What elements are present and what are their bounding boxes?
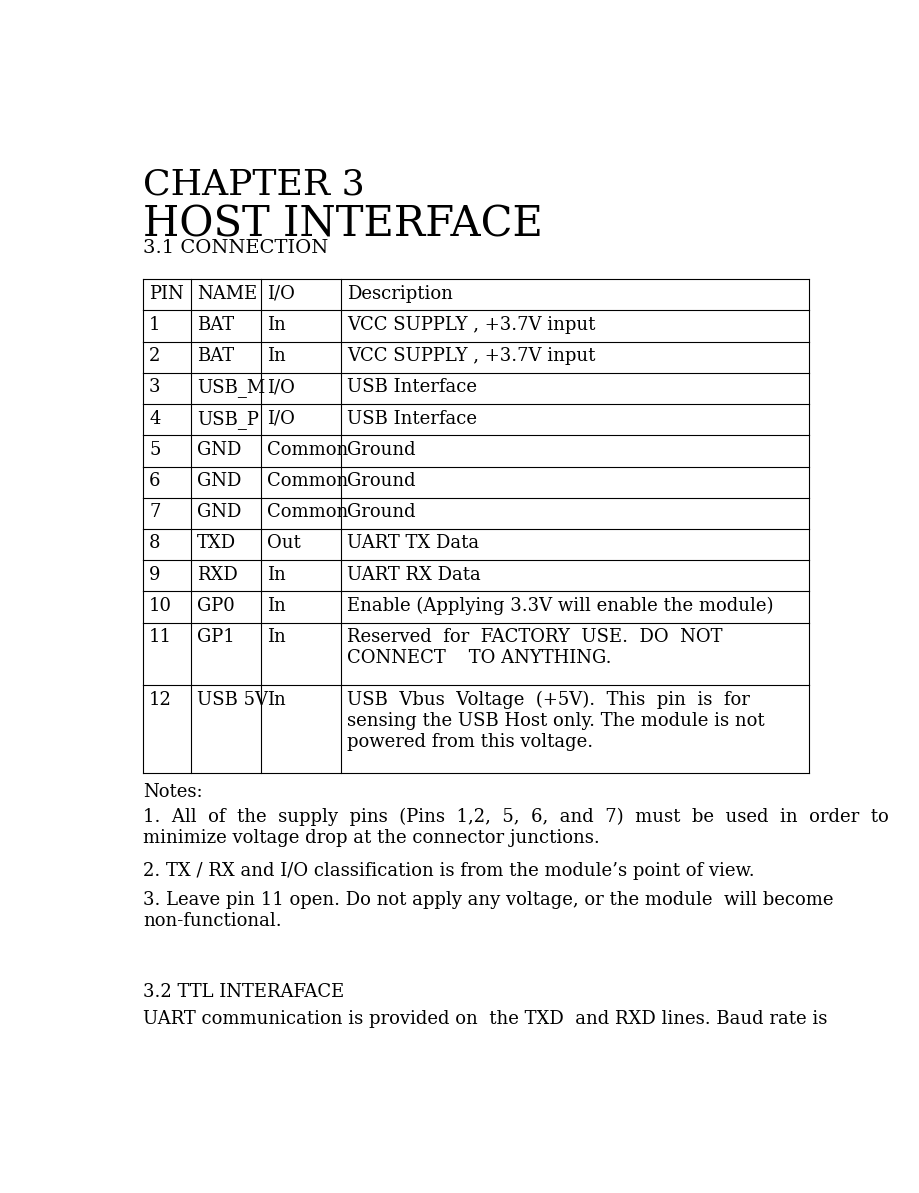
Text: In: In xyxy=(267,347,286,365)
Text: I/O: I/O xyxy=(267,285,295,303)
Text: Common: Common xyxy=(267,503,348,521)
Text: In: In xyxy=(267,565,286,583)
Text: In: In xyxy=(267,629,286,647)
Text: UART TX Data: UART TX Data xyxy=(346,534,479,552)
Text: BAT: BAT xyxy=(197,347,234,365)
Text: USB_P: USB_P xyxy=(197,409,259,428)
Text: 3.1 CONNECTION: 3.1 CONNECTION xyxy=(143,239,329,256)
Text: VCC SUPPLY , +3.7V input: VCC SUPPLY , +3.7V input xyxy=(346,316,596,334)
Text: USB  Vbus  Voltage  (+5V).  This  pin  is  for
sensing the USB Host only. The mo: USB Vbus Voltage (+5V). This pin is for … xyxy=(346,691,765,750)
Text: GP1: GP1 xyxy=(197,629,234,647)
Text: Description: Description xyxy=(346,285,453,303)
Text: USB Interface: USB Interface xyxy=(346,378,477,396)
Text: In: In xyxy=(267,691,286,709)
Text: 1.  All  of  the  supply  pins  (Pins  1,2,  5,  6,  and  7)  must  be  used  in: 1. All of the supply pins (Pins 1,2, 5, … xyxy=(143,808,889,847)
Text: HOST INTERFACE: HOST INTERFACE xyxy=(143,204,543,246)
Text: Common: Common xyxy=(267,472,348,490)
Text: GP0: GP0 xyxy=(197,596,234,614)
Text: USB Interface: USB Interface xyxy=(346,409,477,427)
Text: Ground: Ground xyxy=(346,503,415,521)
Text: Reserved  for  FACTORY  USE.  DO  NOT
CONNECT    TO ANYTHING.: Reserved for FACTORY USE. DO NOT CONNECT… xyxy=(346,629,722,667)
Text: Ground: Ground xyxy=(346,440,415,459)
Text: 3: 3 xyxy=(149,378,161,396)
Text: VCC SUPPLY , +3.7V input: VCC SUPPLY , +3.7V input xyxy=(346,347,596,365)
Text: 11: 11 xyxy=(149,629,172,647)
Text: BAT: BAT xyxy=(197,316,234,334)
Text: 8: 8 xyxy=(149,534,161,552)
Text: 12: 12 xyxy=(149,691,172,709)
Text: PIN: PIN xyxy=(149,285,184,303)
Text: UART communication is provided on  the TXD  and RXD lines. Baud rate is: UART communication is provided on the TX… xyxy=(143,1010,828,1028)
Text: 5: 5 xyxy=(149,440,161,459)
Text: Enable (Applying 3.3V will enable the module): Enable (Applying 3.3V will enable the mo… xyxy=(346,596,774,616)
Text: I/O: I/O xyxy=(267,378,295,396)
Text: 2. TX / RX and I/O classification is from the module’s point of view.: 2. TX / RX and I/O classification is fro… xyxy=(143,861,755,879)
Text: 9: 9 xyxy=(149,565,161,583)
Text: 7: 7 xyxy=(149,503,161,521)
Text: 3.2 TTL INTERAFACE: 3.2 TTL INTERAFACE xyxy=(143,983,345,1001)
Text: GND: GND xyxy=(197,503,242,521)
Text: Notes:: Notes: xyxy=(143,783,203,801)
Text: Out: Out xyxy=(267,534,301,552)
Text: Ground: Ground xyxy=(346,472,415,490)
Text: 2: 2 xyxy=(149,347,161,365)
Text: UART RX Data: UART RX Data xyxy=(346,565,481,583)
Text: GND: GND xyxy=(197,472,242,490)
Text: NAME: NAME xyxy=(197,285,257,303)
Text: 10: 10 xyxy=(149,596,172,614)
Text: Common: Common xyxy=(267,440,348,459)
Text: 4: 4 xyxy=(149,409,161,427)
Text: In: In xyxy=(267,596,286,614)
Text: GND: GND xyxy=(197,440,242,459)
Text: I/O: I/O xyxy=(267,409,295,427)
Text: 1: 1 xyxy=(149,316,161,334)
Text: 6: 6 xyxy=(149,472,161,490)
Text: RXD: RXD xyxy=(197,565,238,583)
Text: CHAPTER 3: CHAPTER 3 xyxy=(143,167,365,202)
Text: USB_M: USB_M xyxy=(197,378,266,397)
Text: TXD: TXD xyxy=(197,534,236,552)
Text: USB 5V: USB 5V xyxy=(197,691,268,709)
Text: 3. Leave pin 11 open. Do not apply any voltage, or the module  will become
non-f: 3. Leave pin 11 open. Do not apply any v… xyxy=(143,891,834,929)
Text: In: In xyxy=(267,316,286,334)
